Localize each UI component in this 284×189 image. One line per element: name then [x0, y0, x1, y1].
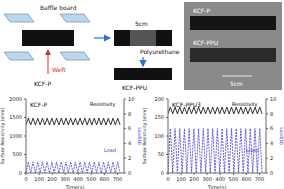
svg-text:700: 700	[255, 176, 265, 182]
svg-text:KCF-PPU: KCF-PPU	[193, 39, 218, 46]
svg-text:10: 10	[128, 96, 134, 102]
svg-text:KCF-PPU: KCF-PPU	[122, 84, 147, 91]
html-text:Resistivity: Resistivity	[232, 101, 258, 107]
svg-text:6: 6	[128, 125, 131, 131]
html-text:Load: Load	[104, 147, 116, 153]
svg-text:300: 300	[60, 176, 70, 182]
svg-text:0: 0	[166, 176, 169, 182]
svg-text:0: 0	[161, 170, 164, 176]
html-text:Resistivity: Resistivity	[90, 101, 116, 107]
svg-text:300: 300	[202, 176, 212, 182]
svg-text:500: 500	[229, 176, 239, 182]
svg-text:2: 2	[128, 155, 131, 161]
svg-text:0: 0	[270, 170, 273, 176]
svg-text:Time(s): Time(s)	[207, 184, 227, 189]
svg-text:5cm: 5cm	[230, 80, 243, 87]
svg-text:10: 10	[270, 96, 276, 102]
svg-text:4: 4	[270, 140, 273, 146]
svg-text:200: 200	[154, 96, 164, 102]
svg-text:500: 500	[87, 176, 97, 182]
html-text:KCF-PPU3: KCF-PPU3	[172, 101, 201, 108]
svg-text:Baffle board: Baffle board	[40, 4, 77, 11]
svg-text:Weft: Weft	[52, 66, 66, 73]
svg-text:0: 0	[24, 176, 27, 182]
svg-text:5cm: 5cm	[135, 20, 148, 27]
svg-text:0: 0	[19, 170, 22, 176]
svg-text:100: 100	[176, 176, 186, 182]
svg-text:2000: 2000	[9, 96, 22, 102]
html-text:KCF-P: KCF-P	[30, 101, 47, 108]
svg-text:8: 8	[270, 111, 273, 117]
svg-text:8: 8	[128, 111, 131, 117]
svg-text:100: 100	[154, 133, 164, 139]
html-text:Load: Load	[246, 147, 258, 153]
svg-text:0: 0	[128, 170, 131, 176]
svg-text:KCF-P: KCF-P	[193, 7, 210, 14]
svg-text:400: 400	[215, 176, 225, 182]
svg-text:200: 200	[47, 176, 57, 182]
svg-text:Polyurethane: Polyurethane	[140, 48, 180, 56]
svg-text:1500: 1500	[9, 114, 22, 120]
svg-text:200: 200	[189, 176, 199, 182]
svg-text:4: 4	[128, 140, 131, 146]
svg-text:KCF-P: KCF-P	[34, 80, 51, 87]
svg-text:Surface Resistivity (ohm): Surface Resistivity (ohm)	[142, 108, 147, 165]
svg-text:400: 400	[73, 176, 83, 182]
svg-text:700: 700	[113, 176, 123, 182]
svg-text:1000: 1000	[9, 133, 22, 139]
svg-text:50: 50	[158, 151, 164, 157]
svg-text:2: 2	[270, 155, 273, 161]
svg-text:Time(s): Time(s)	[65, 184, 85, 189]
svg-text:6: 6	[270, 125, 273, 131]
svg-text:600: 600	[100, 176, 110, 182]
svg-text:600: 600	[242, 176, 252, 182]
svg-text:150: 150	[154, 114, 164, 120]
svg-text:500: 500	[12, 151, 22, 157]
svg-text:100: 100	[34, 176, 44, 182]
